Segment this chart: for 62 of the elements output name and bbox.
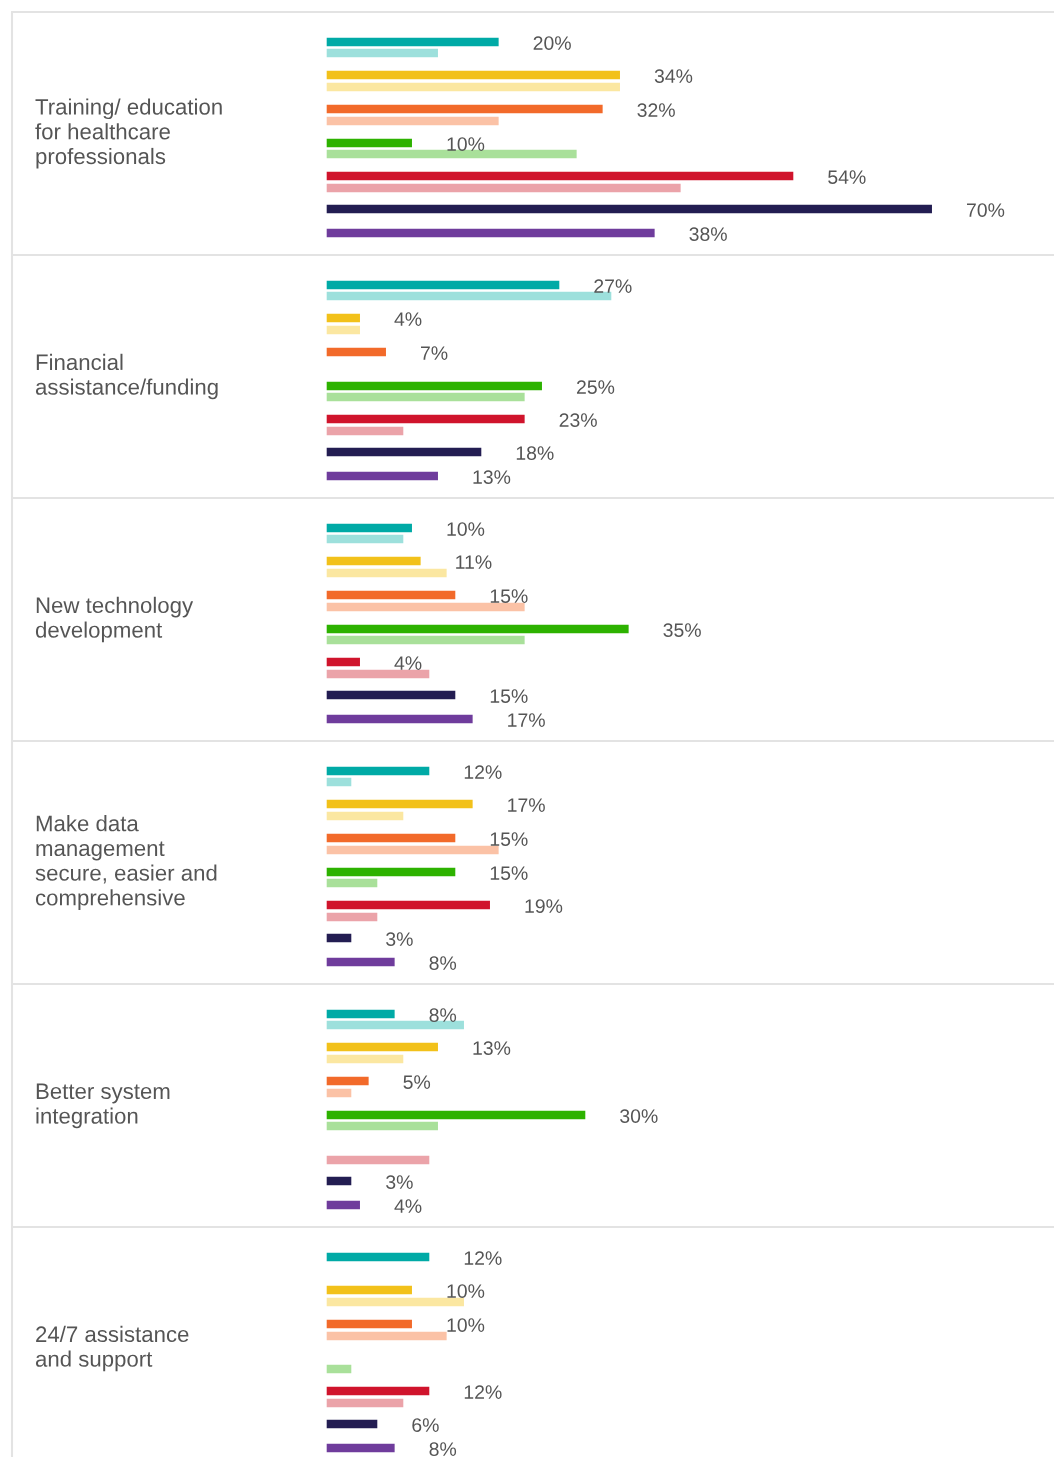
bar [326, 1418, 379, 1430]
data-label: 70% [967, 203, 1005, 217]
data-label: 10% [447, 1318, 485, 1332]
data-label: 30% [620, 1109, 658, 1123]
bar [326, 203, 934, 215]
data-label: 12% [464, 765, 502, 779]
data-label: 10% [447, 522, 485, 536]
data-label: 10% [447, 1284, 485, 1298]
data-label: 8% [429, 956, 457, 970]
bar [326, 1175, 353, 1187]
data-label: 34% [654, 69, 693, 83]
bar [326, 227, 657, 239]
data-label: 4% [394, 312, 422, 326]
data-label: 18% [516, 446, 554, 460]
bar [326, 1363, 353, 1375]
data-label: 10% [447, 137, 485, 151]
y-tick-label: New technology development [35, 596, 194, 643]
y-tick-label: Make data management secure, easier and comprehensive [35, 815, 217, 910]
data-label: 8% [429, 1442, 457, 1456]
bar [326, 1199, 362, 1211]
data-label: 13% [473, 470, 511, 484]
data-label: 15% [490, 866, 528, 880]
bar [326, 1154, 431, 1166]
data-label: 15% [490, 689, 528, 703]
data-label: 19% [525, 899, 563, 913]
bar [326, 689, 457, 701]
data-label: 17% [508, 798, 545, 812]
data-label: 20% [533, 36, 571, 50]
data-label: 3% [386, 932, 413, 946]
y-tick-label: Better system integration [36, 1083, 170, 1129]
y-tick-label: Financial assistance/funding [35, 353, 218, 400]
bar [326, 932, 353, 944]
data-label: 32% [637, 103, 675, 117]
data-label: 54% [828, 170, 866, 184]
data-label: 35% [663, 623, 701, 637]
bar [326, 1251, 431, 1263]
data-label: 12% [464, 1251, 502, 1265]
data-label: 13% [473, 1041, 511, 1055]
data-label: 4% [394, 1199, 422, 1213]
bar [326, 346, 388, 358]
data-label: 5% [403, 1075, 431, 1089]
data-label: 11% [456, 555, 492, 569]
data-label: 15% [490, 832, 528, 846]
data-label: 23% [559, 413, 597, 427]
data-label: 15% [490, 589, 528, 603]
bar [326, 713, 475, 725]
data-label: 6% [412, 1418, 439, 1432]
data-label: 8% [429, 1008, 457, 1022]
y-tick-label: Training/ education for healthcare professionals [35, 98, 222, 169]
data-label: 7% [421, 346, 448, 360]
data-label: 38% [689, 227, 727, 241]
data-label: 4% [394, 656, 422, 670]
bar [326, 470, 440, 482]
data-label: 27% [594, 279, 632, 293]
bar [326, 1442, 397, 1454]
data-label: 25% [576, 380, 615, 394]
bar [326, 446, 483, 458]
data-label: 12% [464, 1385, 502, 1399]
data-label: 3% [386, 1175, 413, 1189]
bar [326, 956, 397, 968]
data-label: 17% [508, 713, 545, 727]
y-tick-label: 24/7 assistance and support [35, 1325, 189, 1372]
